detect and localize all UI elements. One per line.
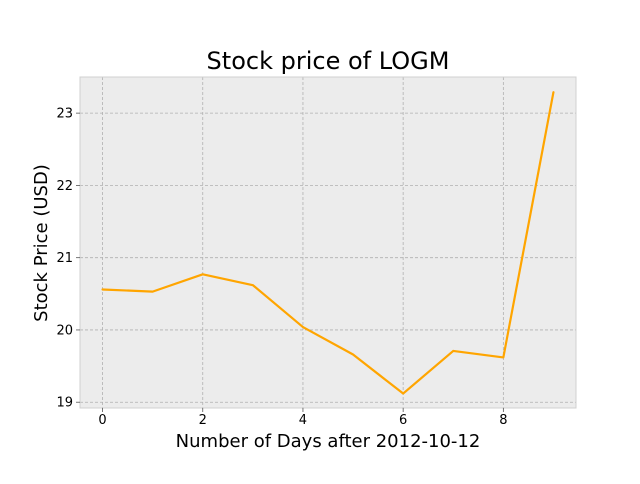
- x-axis-ticks: 0 2 4 6 8: [98, 408, 507, 428]
- y-tick-label: 22: [56, 179, 73, 194]
- y-axis-ticks: 19 20 21 22 23: [56, 107, 80, 411]
- chart-title: Stock price of LOGM: [207, 47, 450, 75]
- y-tick-label: 23: [56, 107, 73, 122]
- y-tick-label: 21: [56, 251, 73, 266]
- x-tick-label: 8: [499, 413, 507, 428]
- x-tick-label: 6: [399, 413, 407, 428]
- series-layer: [101, 91, 555, 395]
- plot-frame: [79, 76, 577, 409]
- y-tick-label: 20: [56, 323, 73, 338]
- x-tick-label: 0: [98, 413, 106, 428]
- y-axis-label: Stock Price (USD): [31, 164, 52, 322]
- plot-background: [80, 77, 576, 408]
- grid-lines: [80, 77, 576, 408]
- x-tick-label: 2: [199, 413, 207, 428]
- x-axis-label: Number of Days after 2012-10-12: [176, 431, 481, 452]
- x-tick-label: 4: [299, 413, 307, 428]
- series-line: [101, 91, 555, 395]
- y-tick-label: 19: [56, 396, 73, 411]
